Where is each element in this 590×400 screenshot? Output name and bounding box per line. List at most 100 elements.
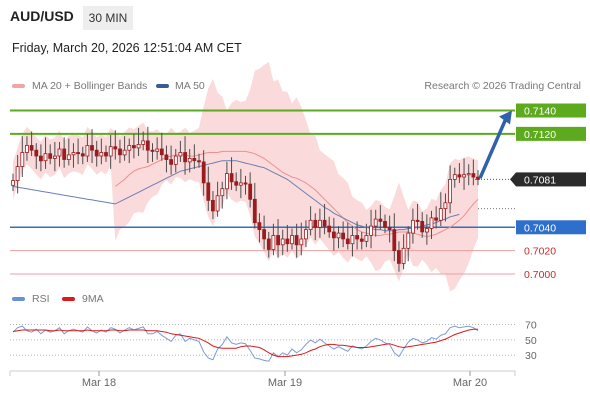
- candle-body: [34, 149, 39, 157]
- candle-body: [57, 148, 62, 157]
- rsi-panel: 30 50 70: [10, 320, 537, 362]
- candle-body: [280, 238, 285, 246]
- candle-body: [48, 153, 53, 159]
- candle-body: [201, 161, 206, 184]
- candle-body: [62, 148, 67, 160]
- candle-body: [438, 208, 443, 221]
- candle-body: [122, 149, 127, 156]
- ma20-legend-swatch: [12, 84, 25, 88]
- candle-body: [192, 157, 197, 162]
- candle-body: [76, 152, 80, 155]
- candle-body: [369, 225, 374, 236]
- candle-body: [252, 198, 257, 224]
- candles-group: [11, 110, 512, 272]
- candle-body: [345, 238, 350, 245]
- candle-body: [462, 174, 467, 178]
- candle-body: [308, 219, 313, 231]
- candle-body: [396, 250, 401, 264]
- candle-body: [355, 235, 360, 240]
- candle-body: [178, 152, 183, 157]
- candle-body: [266, 238, 271, 250]
- target-arrow-head: [499, 110, 512, 125]
- candle-body: [90, 145, 94, 151]
- candle-body: [66, 154, 71, 160]
- candle-body: [257, 222, 262, 231]
- candle-body: [15, 166, 20, 182]
- candle-body: [294, 235, 299, 246]
- candle-body: [127, 145, 132, 151]
- ma20-legend-label: MA 20 + Bollinger Bands: [32, 80, 148, 92]
- candle-body: [466, 173, 471, 176]
- candle-body: [187, 157, 192, 163]
- candle-body: [197, 160, 201, 163]
- resistance-label-box: [516, 126, 586, 141]
- rsi-tick-label: 30: [525, 350, 537, 362]
- candle-body: [118, 148, 122, 156]
- level-labels-group: 0.7140 0.7120 0.7081 0.7040 0.7020 0.7000: [510, 103, 586, 281]
- timeframe-badge[interactable]: 30 MIN: [83, 6, 133, 30]
- candle-body: [471, 173, 476, 178]
- candle-body: [39, 155, 43, 162]
- candle-body: [452, 174, 457, 180]
- candle-body: [150, 149, 155, 152]
- rsi-ma-line: [12, 328, 478, 358]
- candle-body: [401, 247, 406, 264]
- last-price-pointer: [510, 172, 516, 187]
- rsi-line: [12, 325, 479, 362]
- candle-body: [24, 145, 29, 153]
- time-axis-label: Mar 18: [82, 377, 116, 389]
- support-label: 0.7020: [524, 246, 556, 258]
- candle-body: [317, 219, 322, 228]
- candle-body: [104, 152, 108, 157]
- ma50-legend-swatch: [156, 84, 169, 88]
- candle-body: [359, 238, 364, 242]
- candle-body: [85, 145, 90, 157]
- ma9-legend-label: 9MA: [82, 293, 104, 305]
- resistance-label-box: [516, 103, 586, 118]
- ma50-legend-label: MA 50: [175, 80, 205, 92]
- candle-body: [11, 180, 15, 186]
- candle-body: [53, 155, 57, 159]
- ma9-legend-swatch: [62, 297, 75, 301]
- pivot-label-box: [516, 220, 586, 235]
- candle-body: [276, 235, 281, 246]
- candle-body: [155, 148, 160, 152]
- candle-body: [173, 155, 178, 165]
- candle-body: [80, 153, 85, 157]
- candle-body: [392, 229, 397, 252]
- rsi-legend-swatch: [12, 297, 25, 301]
- rsi-legend-label: RSI: [32, 293, 50, 305]
- candle-body: [136, 143, 141, 149]
- candle-body: [457, 174, 462, 178]
- candle-body: [94, 149, 99, 157]
- credit-label: Research © 2026 Trading Central: [424, 80, 581, 92]
- support-label: 0.7000: [524, 269, 556, 281]
- candle-body: [406, 232, 411, 249]
- candle-body: [434, 217, 439, 221]
- candle-body: [145, 140, 150, 151]
- candle-body: [99, 152, 104, 157]
- candle-body: [20, 152, 25, 167]
- candle-body: [159, 148, 164, 156]
- resistance-label: 0.7140: [524, 106, 556, 118]
- candle-body: [341, 232, 346, 240]
- candle-body: [476, 176, 480, 180]
- candle-body: [243, 182, 248, 185]
- candle-body: [183, 152, 188, 163]
- candle-body: [210, 199, 215, 212]
- candle-body: [141, 140, 146, 145]
- candle-body: [424, 228, 429, 233]
- candle-body: [234, 181, 239, 186]
- datetime-label: Friday, March 20, 2026 12:51:04 AM CET: [12, 41, 242, 55]
- candle-body: [364, 235, 369, 242]
- candle-body: [387, 226, 392, 231]
- candle-body: [169, 159, 174, 165]
- candle-body: [206, 182, 211, 201]
- candle-body: [290, 235, 294, 245]
- last-price-label-box: [516, 172, 586, 187]
- candle-body: [113, 146, 118, 150]
- candle-body: [229, 173, 234, 183]
- candle-body: [43, 153, 48, 162]
- candle-body: [303, 229, 308, 240]
